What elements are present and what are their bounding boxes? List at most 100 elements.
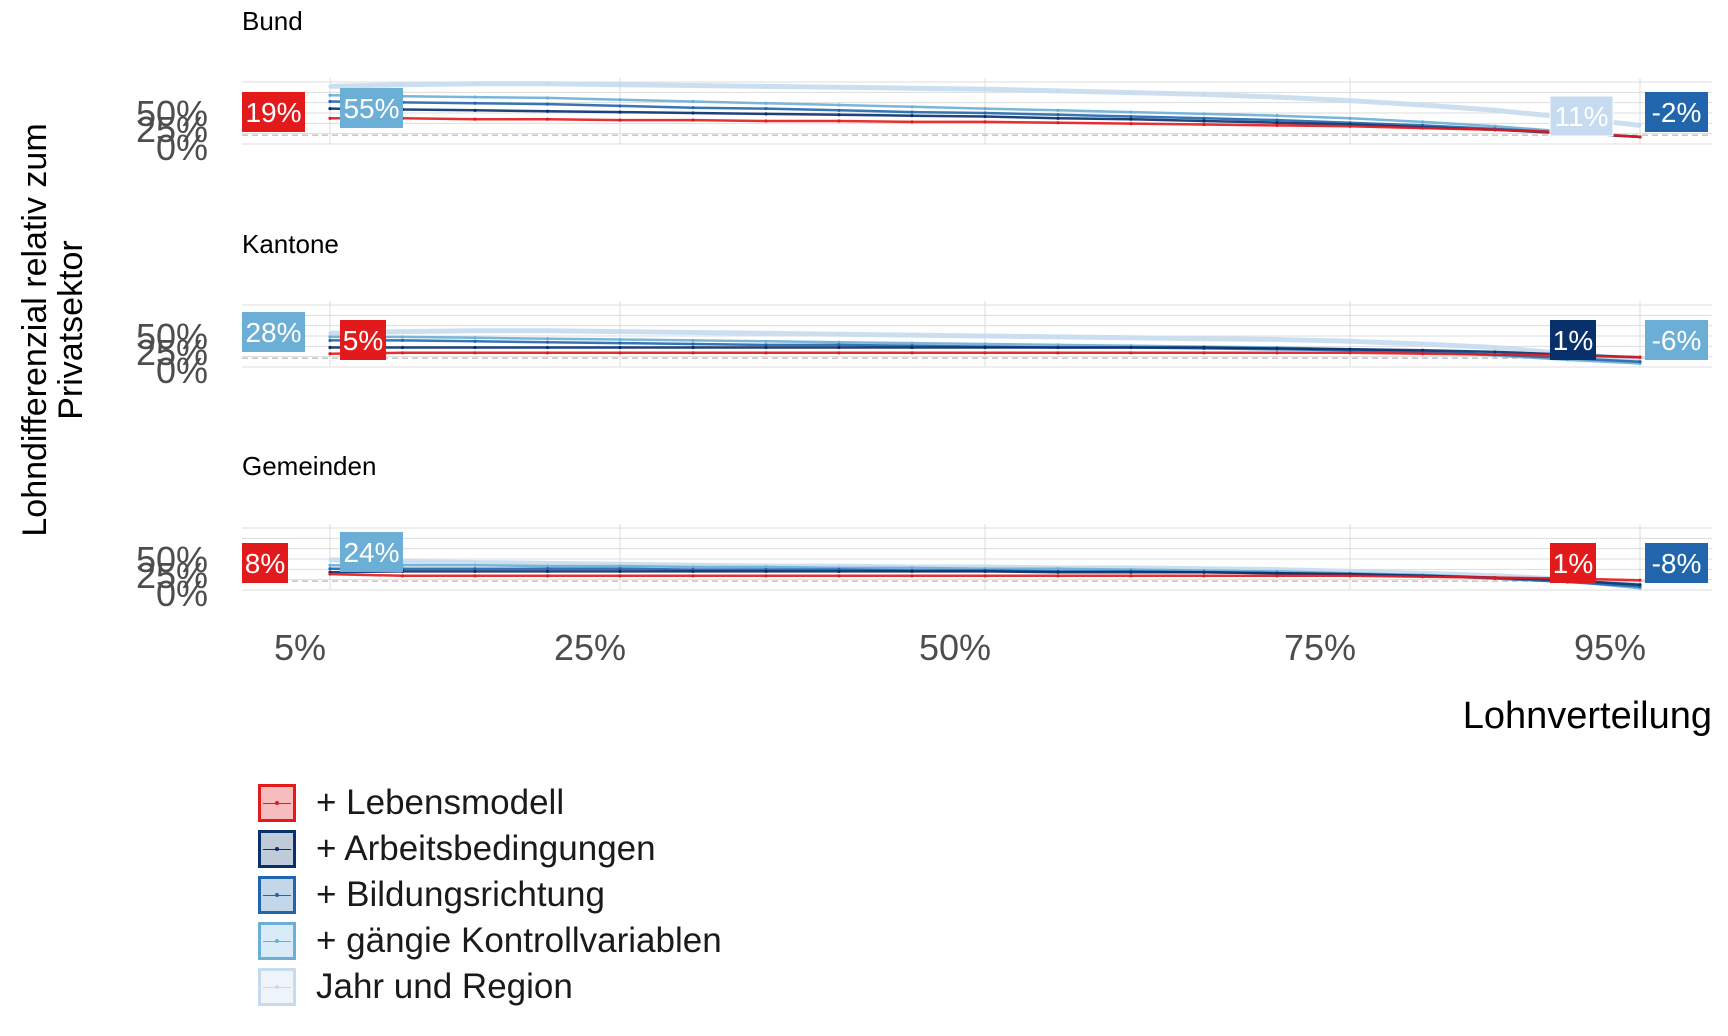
data-point [545,569,550,574]
data-point [983,111,987,115]
data-point [691,345,695,350]
data-point [545,82,550,86]
data-point [545,109,550,113]
data-point [983,87,987,91]
data-point [910,566,914,570]
data-point [545,96,550,100]
data-point [473,329,477,333]
data-point [1420,575,1425,579]
data-point [837,345,841,350]
data-point [1348,99,1352,103]
y-axis-title-line: Privatsektor [52,240,90,420]
legend-label: + gängie Kontrollvariablen [316,921,722,960]
data-point [837,569,841,574]
data-point [1129,345,1133,350]
data-point [1275,118,1279,122]
data-point [1638,360,1642,364]
value-label-box [1645,320,1708,360]
data-point [328,558,332,562]
data-point [983,351,987,355]
data-point [764,351,768,355]
value-label-box [340,88,403,128]
data-point [691,118,695,122]
data-point [400,574,405,578]
panel-gemeinden: Gemeinden 0%25%50% 8% 24% 1% -8% [136,451,1712,614]
data-point [1202,570,1206,574]
data-point [545,340,550,344]
data-point [545,345,550,350]
data-point [910,351,914,355]
data-point [545,574,550,578]
data-point [837,85,841,89]
data-point [983,106,987,111]
value-label-box [242,92,305,132]
data-point [983,569,987,574]
data-point [473,117,477,121]
x-axis-title: Lohnverteilung [1463,695,1712,737]
data-point [1275,351,1279,355]
value-label-box [1645,92,1708,132]
data-point [1348,116,1352,120]
data-point [691,99,695,104]
data-point [691,330,695,335]
data-point [910,114,914,118]
data-point [1348,351,1352,355]
data-point [618,98,622,102]
data-point [473,101,477,105]
legend-key-dot [275,801,279,805]
data-point [618,564,622,568]
legend-key-dot [275,939,279,943]
panel-kantone: Kantone 0%25%50% 28% 5% 1% -6% [136,229,1712,391]
data-point [1493,576,1497,580]
data-point [983,574,987,578]
data-point [618,118,622,122]
legend-key [258,784,296,822]
data-point [473,108,477,112]
data-point [1202,351,1206,355]
y-axis-title-line: Lohndifferenzial relativ zum [16,123,54,536]
data-point [618,337,622,342]
value-label: -6% [1652,325,1702,356]
data-point [473,345,477,350]
data-point [328,106,332,111]
data-point [1056,335,1060,339]
data-point [618,104,622,108]
legend-item: + Arbeitsbedingungen [258,826,722,872]
data-point [1348,574,1352,578]
data-point [764,343,768,347]
data-point [1129,110,1133,114]
data-point [1420,352,1425,356]
data-point [691,338,695,343]
data-point [983,334,987,338]
data-point [1275,346,1279,350]
value-label: 8% [245,548,285,579]
data-point [473,351,477,355]
data-point [764,84,768,89]
data-point [1056,343,1060,347]
data-point [328,572,332,576]
data-point [473,567,477,571]
data-point [1348,124,1352,128]
data-point [545,329,550,333]
data-point [328,338,332,343]
data-point [473,560,477,565]
legend-item: + Bildungsrichtung [258,872,722,918]
data-point [1493,345,1497,350]
y-tick-label: 0% [156,350,208,391]
data-point [1493,350,1497,354]
data-point [910,333,914,337]
data-point [328,84,332,89]
data-point [1638,123,1642,127]
legend-item: Jahr und Region [258,964,722,1010]
data-point [1129,91,1133,95]
legend-item: + Lebensmodell [258,780,722,826]
y-tick-label: 50% [136,539,208,580]
value-label-box [340,532,403,572]
value-label: 24% [343,537,399,568]
data-point [618,569,622,574]
legend-key-dot [275,893,279,897]
data-point [328,116,332,120]
data-point [1420,103,1425,107]
data-point [764,106,768,111]
